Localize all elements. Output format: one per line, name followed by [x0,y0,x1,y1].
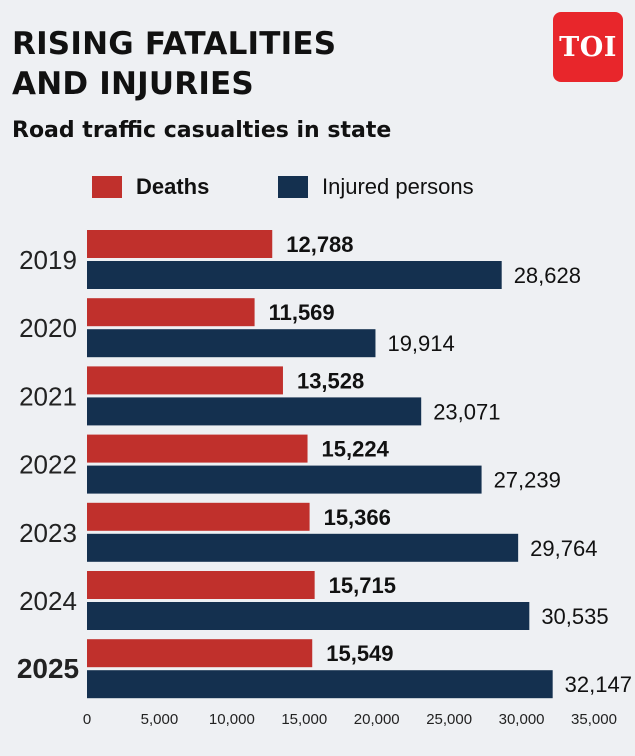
category-label-2023: 2023 [19,518,77,548]
injured-value-label-2024: 30,535 [541,604,608,629]
deaths-bar-2023 [87,502,310,531]
injured-value-label-2023: 29,764 [530,536,597,561]
injured-bar-2022 [87,465,482,494]
x-tick-label-0: 0 [83,711,91,728]
x-tick-label-10000: 10,000 [209,711,255,728]
injured-value-label-2020: 19,914 [387,331,454,356]
x-tick-label-15000: 15,000 [281,711,327,728]
x-tick-label-30000: 30,000 [499,711,545,728]
toi-logo: TOI [553,12,623,82]
injured-bar-2024 [87,602,530,630]
category-label-2019: 2019 [19,245,77,275]
legend-label-deaths: Deaths [136,174,210,199]
injured-bar-2020 [87,329,376,358]
legend-item-deaths: Deaths [92,174,209,200]
injured-bar-2019 [87,261,502,289]
category-label-2025: 2025 [17,653,79,684]
injured-value-label-2022: 27,239 [494,468,561,493]
deaths-bar-2021 [87,366,283,395]
injured-value-label-2025: 32,147 [565,672,632,697]
category-label-2021: 2021 [19,381,77,411]
x-tick-label-35000: 35,000 [571,711,617,728]
x-tick-label-20000: 20,000 [354,711,400,728]
legend-swatch-deaths [92,176,122,198]
legend-swatch-injured [278,176,308,198]
deaths-value-label-2019: 12,788 [286,232,353,257]
injured-bar-2021 [87,397,422,426]
injured-bar-2025 [87,670,553,699]
deaths-bar-2022 [87,434,308,463]
legend-item-injured: Injured persons [278,174,474,200]
deaths-value-label-2022: 15,224 [322,437,390,462]
x-tick-label-25000: 25,000 [426,711,472,728]
deaths-value-label-2021: 13,528 [297,368,364,393]
deaths-bar-2019 [87,230,273,258]
category-label-2024: 2024 [19,586,77,616]
deaths-bar-2024 [87,571,315,599]
x-tick-label-5000: 5,000 [141,711,179,728]
deaths-bar-2020 [87,298,255,327]
category-label-2020: 2020 [19,313,77,343]
deaths-bar-2025 [87,639,313,668]
category-label-2022: 2022 [19,450,77,480]
injured-value-label-2021: 23,071 [433,399,500,424]
chart-title-line-1: RISING FATALITIES [12,26,337,62]
deaths-value-label-2020: 11,569 [269,300,335,325]
deaths-value-label-2025: 15,549 [326,641,393,666]
chart-subtitle: Road traffic casualties in state [12,118,392,143]
chart-title-line-2: AND INJURIES [12,66,254,102]
toi-logo-text: TOI [559,31,617,63]
injured-bar-2023 [87,533,519,562]
legend-label-injured: Injured persons [322,174,474,199]
injured-value-label-2019: 28,628 [514,263,581,288]
chart-title: RISING FATALITIES AND INJURIES [12,24,336,104]
deaths-value-label-2023: 15,366 [324,505,391,530]
deaths-value-label-2024: 15,715 [329,573,396,598]
